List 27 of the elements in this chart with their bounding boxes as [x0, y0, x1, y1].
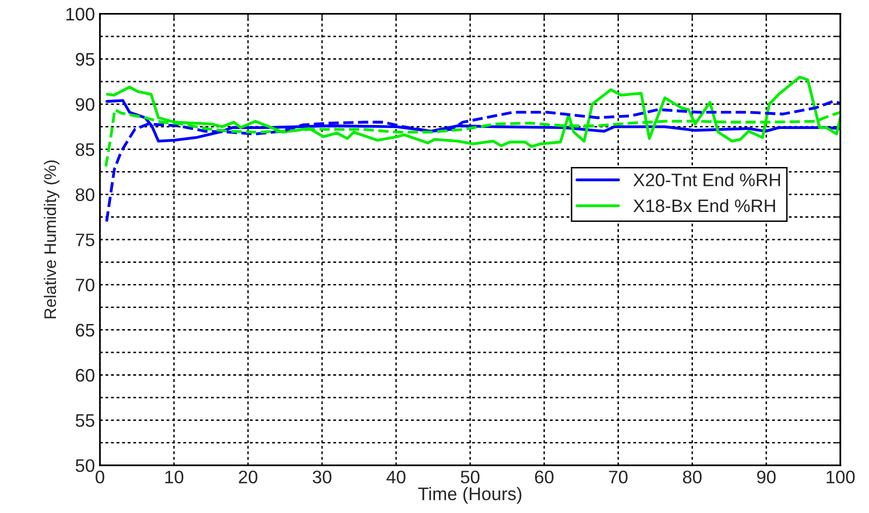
y-axis-title: Relative Humidity (%)	[44, 160, 60, 318]
legend-label: X20-Tnt End %RH	[633, 173, 780, 186]
y-tick-label: 75	[76, 234, 94, 246]
x-tick-label: 60	[535, 470, 554, 484]
x-tick-label: 100	[826, 470, 855, 484]
y-tick-label: 90	[76, 98, 94, 111]
x-tick-label: 40	[386, 470, 406, 484]
y-tick-label: 85	[76, 143, 94, 156]
x-tick-label: 70	[609, 470, 628, 484]
y-tick-label: 65	[76, 324, 94, 337]
x-tick-label: 50	[460, 470, 480, 484]
y-tick-label: 95	[76, 52, 94, 66]
y-tick-label: 80	[76, 188, 94, 202]
x-tick-label: 10	[165, 470, 184, 484]
x-tick-label: 0	[96, 470, 104, 484]
y-tick-label: 70	[76, 278, 94, 292]
x-tick-label: 90	[757, 470, 776, 484]
y-tick-label: 50	[76, 459, 94, 472]
x-tick-label: 80	[682, 470, 702, 484]
x-tick-label: 30	[312, 470, 332, 484]
y-tick-label: 55	[76, 414, 94, 427]
line-series	[105, 100, 840, 223]
x-axis-title: Time (Hours)	[418, 486, 522, 504]
legend-label: X18-Bx End %RH	[633, 198, 775, 212]
x-tick-label: 20	[238, 470, 258, 484]
y-tick-label: 100	[66, 8, 94, 21]
y-tick-label: 60	[76, 368, 94, 382]
